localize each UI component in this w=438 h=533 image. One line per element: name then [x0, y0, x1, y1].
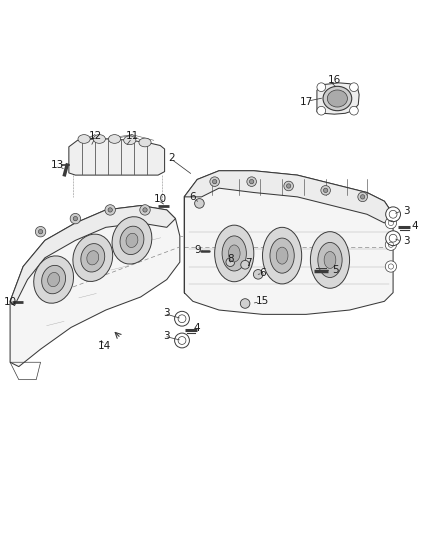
Text: 10: 10	[154, 194, 167, 204]
Ellipse shape	[87, 251, 99, 265]
Ellipse shape	[270, 238, 294, 273]
Circle shape	[240, 298, 250, 308]
Circle shape	[284, 181, 293, 191]
Text: 17: 17	[300, 97, 313, 107]
Text: 14: 14	[98, 341, 111, 351]
Text: 4: 4	[194, 324, 201, 333]
Text: 3: 3	[403, 206, 410, 216]
Circle shape	[385, 217, 396, 229]
Circle shape	[39, 230, 43, 234]
Ellipse shape	[120, 226, 144, 255]
Polygon shape	[10, 206, 180, 367]
Ellipse shape	[228, 245, 240, 262]
Text: 13: 13	[50, 160, 64, 170]
Circle shape	[350, 107, 358, 115]
Circle shape	[286, 184, 291, 188]
Text: 7: 7	[245, 259, 251, 269]
Polygon shape	[184, 171, 393, 314]
Ellipse shape	[262, 228, 302, 284]
Polygon shape	[69, 139, 165, 175]
Ellipse shape	[323, 86, 352, 111]
Circle shape	[105, 205, 116, 215]
Text: 3: 3	[163, 308, 170, 318]
Ellipse shape	[93, 135, 106, 143]
Circle shape	[212, 180, 217, 184]
Ellipse shape	[324, 252, 336, 269]
Ellipse shape	[327, 90, 347, 107]
Circle shape	[317, 83, 325, 92]
Ellipse shape	[81, 244, 105, 272]
Circle shape	[358, 192, 367, 201]
Ellipse shape	[276, 247, 288, 264]
Ellipse shape	[78, 135, 90, 143]
Ellipse shape	[124, 136, 136, 144]
Circle shape	[250, 180, 254, 184]
Circle shape	[321, 185, 330, 195]
Text: 3: 3	[163, 330, 170, 341]
Ellipse shape	[109, 135, 120, 143]
Circle shape	[241, 261, 250, 269]
Circle shape	[360, 195, 365, 199]
Ellipse shape	[318, 243, 342, 278]
Polygon shape	[10, 206, 176, 305]
Ellipse shape	[34, 256, 74, 303]
Text: 15: 15	[256, 296, 269, 306]
Text: 2: 2	[168, 152, 174, 163]
Text: 16: 16	[328, 75, 341, 85]
Circle shape	[253, 270, 263, 279]
Circle shape	[247, 177, 256, 187]
Text: 11: 11	[125, 131, 138, 141]
Circle shape	[70, 213, 81, 224]
Text: 6: 6	[259, 268, 266, 278]
Ellipse shape	[73, 234, 113, 281]
Ellipse shape	[311, 232, 350, 288]
Circle shape	[350, 83, 358, 92]
Text: 9: 9	[195, 245, 201, 255]
Circle shape	[226, 258, 235, 266]
Circle shape	[386, 207, 400, 222]
Text: 5: 5	[332, 264, 339, 274]
Circle shape	[140, 205, 150, 215]
Text: 12: 12	[88, 131, 102, 141]
Circle shape	[194, 199, 204, 208]
Circle shape	[35, 227, 46, 237]
Polygon shape	[184, 171, 393, 223]
Text: 10: 10	[4, 297, 17, 307]
Circle shape	[175, 311, 189, 326]
Text: 8: 8	[227, 254, 234, 264]
Circle shape	[323, 188, 328, 192]
Ellipse shape	[222, 236, 247, 271]
Circle shape	[175, 333, 189, 348]
Text: 3: 3	[403, 236, 410, 246]
Polygon shape	[317, 83, 359, 114]
Circle shape	[143, 208, 147, 212]
Ellipse shape	[42, 265, 66, 294]
Circle shape	[386, 231, 400, 246]
Text: 4: 4	[412, 221, 418, 231]
Ellipse shape	[112, 217, 152, 264]
Circle shape	[385, 261, 396, 272]
Ellipse shape	[126, 233, 138, 247]
Ellipse shape	[48, 272, 60, 287]
Circle shape	[73, 216, 78, 221]
Circle shape	[317, 107, 325, 115]
Ellipse shape	[139, 138, 151, 147]
Text: 6: 6	[190, 192, 196, 202]
Circle shape	[210, 177, 219, 187]
Circle shape	[385, 239, 396, 251]
Circle shape	[108, 208, 113, 212]
Ellipse shape	[215, 225, 254, 282]
